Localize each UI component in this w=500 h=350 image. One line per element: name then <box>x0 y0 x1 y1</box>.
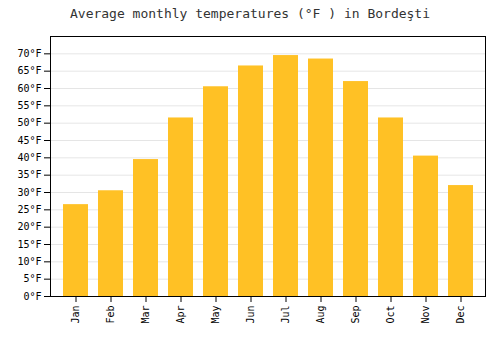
svg-text:5°F: 5°F <box>23 273 41 284</box>
svg-text:35°F: 35°F <box>17 169 41 180</box>
svg-text:50°F: 50°F <box>17 117 41 128</box>
svg-text:15°F: 15°F <box>17 239 41 250</box>
svg-text:20°F: 20°F <box>17 221 41 232</box>
svg-text:Apr: Apr <box>175 306 186 324</box>
svg-text:0°F: 0°F <box>23 291 41 302</box>
svg-text:May: May <box>210 306 221 324</box>
svg-text:Feb: Feb <box>105 306 116 324</box>
svg-text:55°F: 55°F <box>17 100 41 111</box>
svg-text:Jul: Jul <box>280 306 291 324</box>
svg-text:Jun: Jun <box>245 306 256 324</box>
svg-text:40°F: 40°F <box>17 152 41 163</box>
svg-text:Oct: Oct <box>385 306 396 324</box>
svg-text:60°F: 60°F <box>17 83 41 94</box>
svg-text:Nov: Nov <box>420 306 431 324</box>
svg-text:30°F: 30°F <box>17 187 41 198</box>
svg-text:10°F: 10°F <box>17 256 41 267</box>
svg-text:Mar: Mar <box>140 306 151 324</box>
svg-text:25°F: 25°F <box>17 204 41 215</box>
svg-text:Jan: Jan <box>70 306 81 324</box>
svg-text:70°F: 70°F <box>17 48 41 59</box>
svg-text:45°F: 45°F <box>17 135 41 146</box>
html-text:Average monthly temperatures (: Average monthly temperatures (°F ) in Bo… <box>70 6 430 21</box>
svg-text:Aug: Aug <box>315 306 326 324</box>
svg-text:Sep: Sep <box>350 306 361 324</box>
svg-text:65°F: 65°F <box>17 65 41 76</box>
svg-text:Dec: Dec <box>455 306 466 324</box>
